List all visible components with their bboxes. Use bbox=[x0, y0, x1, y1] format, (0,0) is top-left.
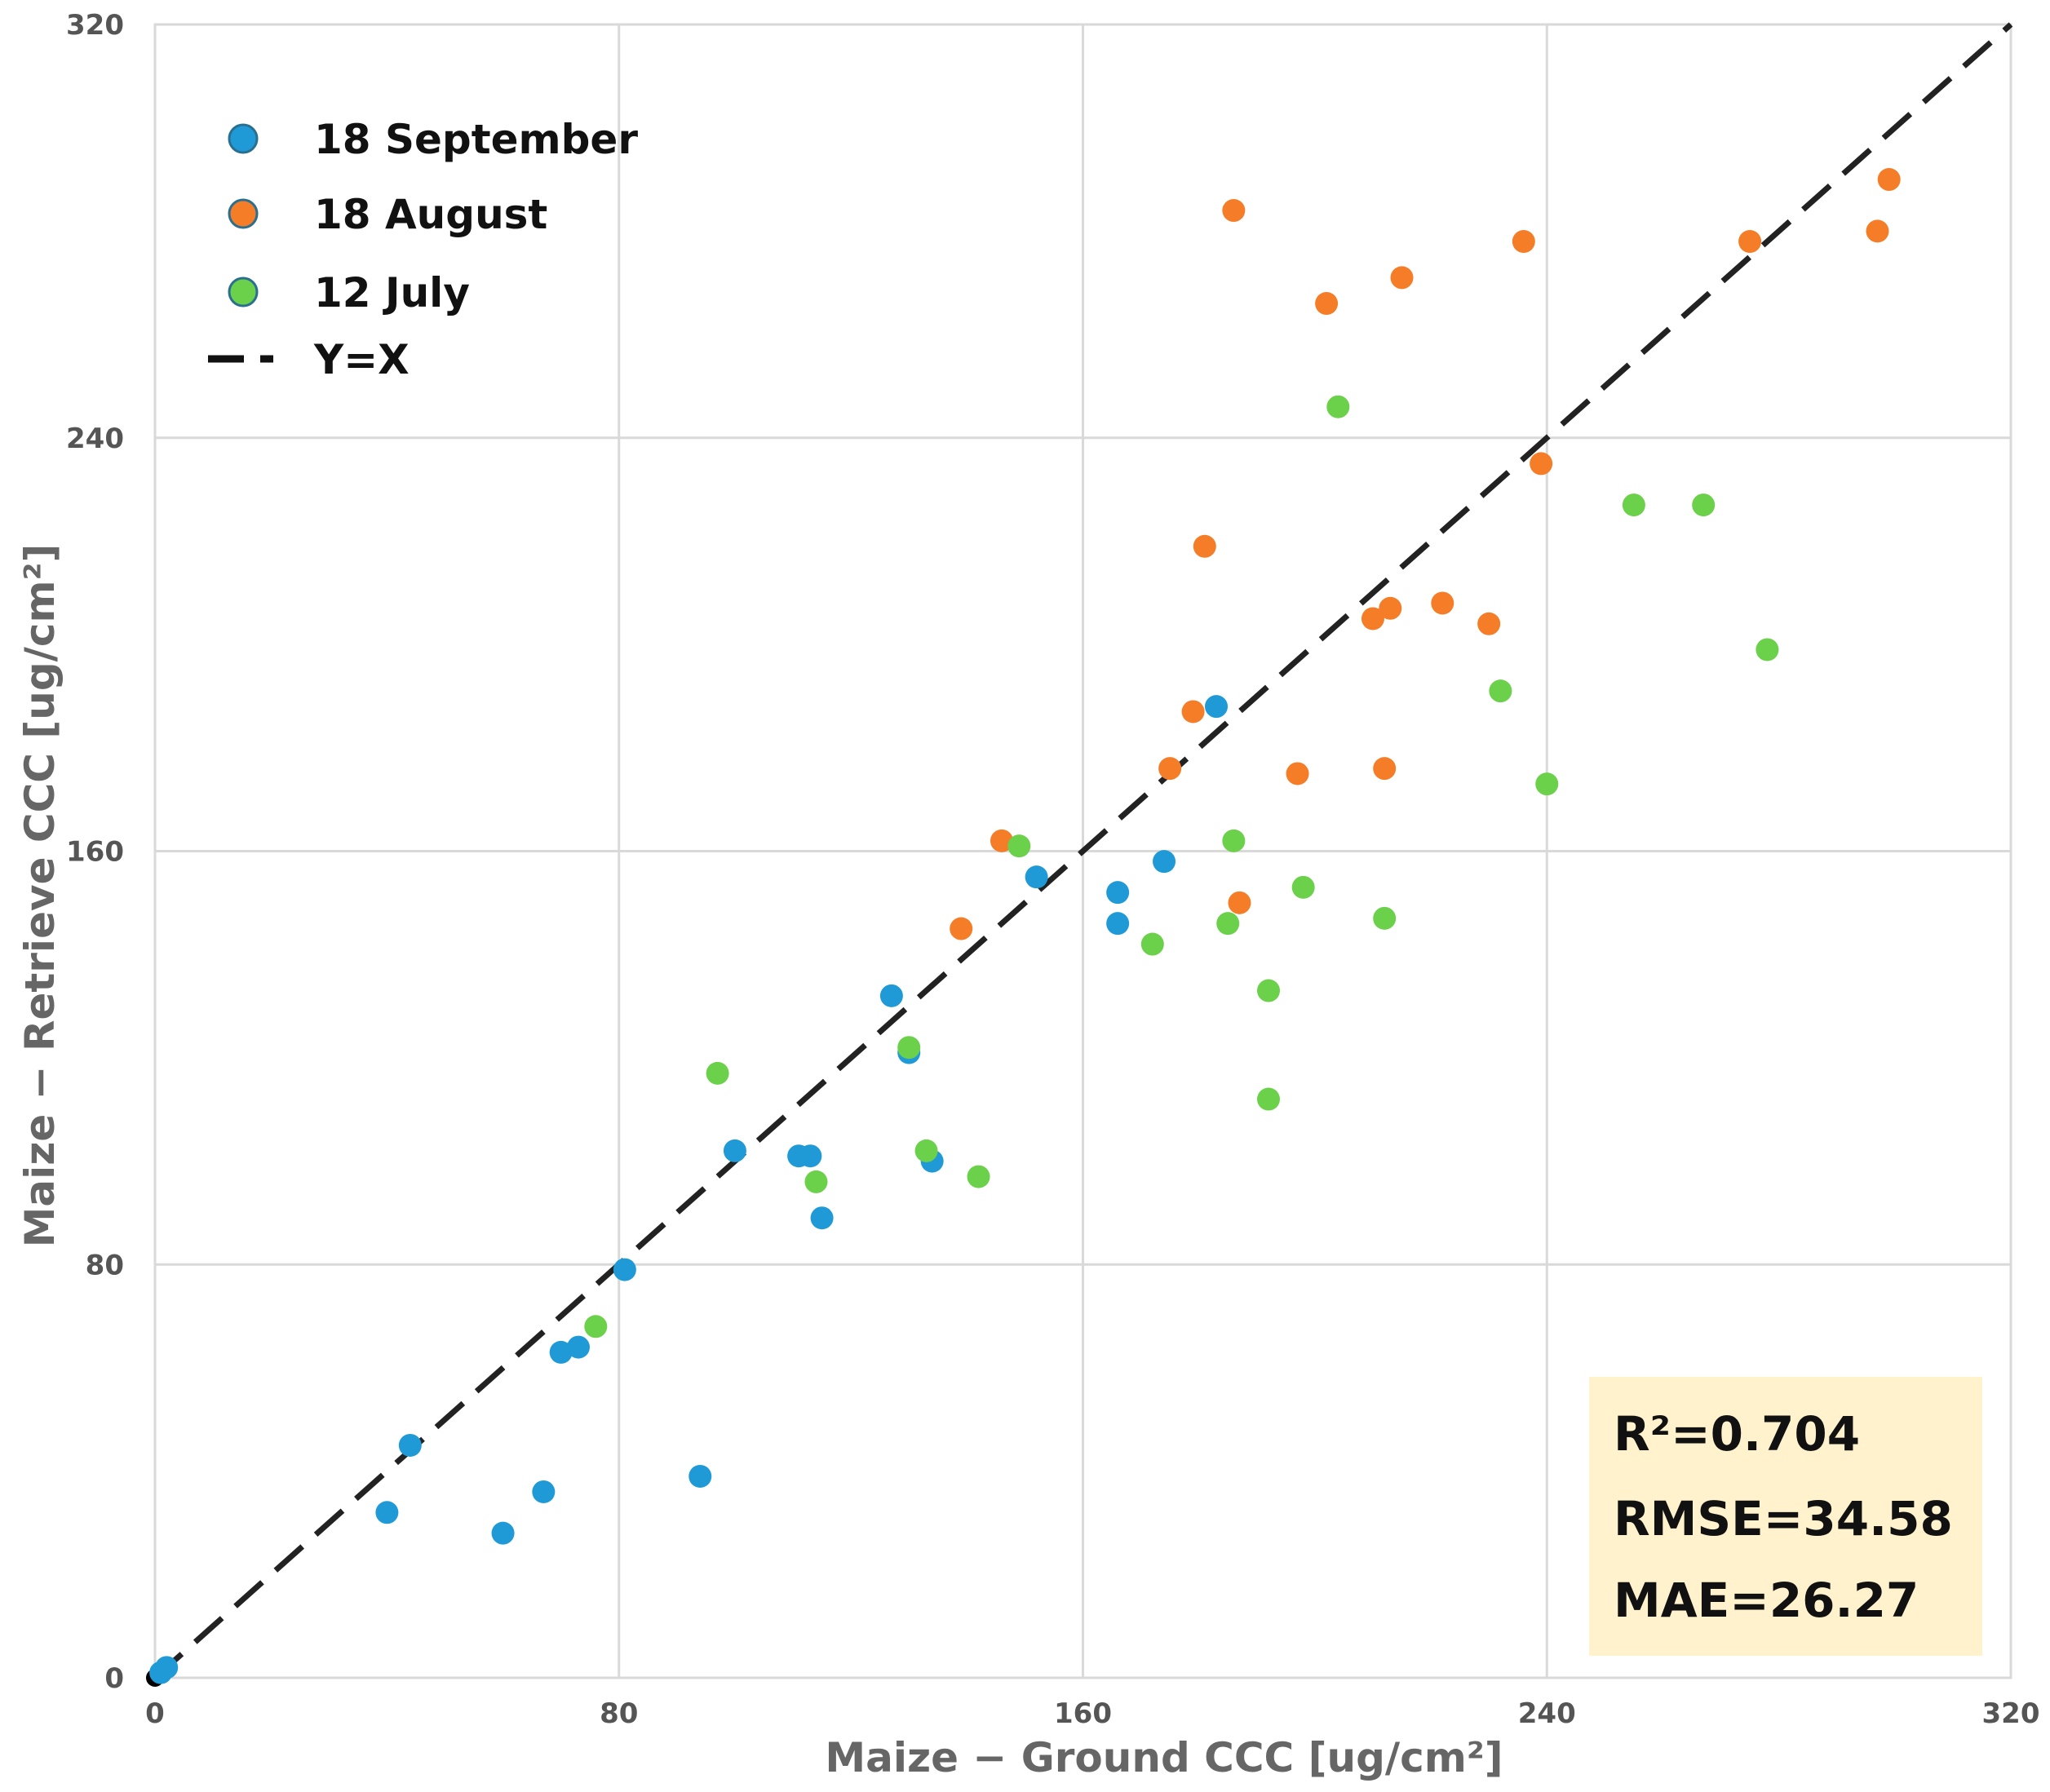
stats-box-background bbox=[1589, 1377, 1982, 1656]
legend: 18 September 18 August 12 July Y=X bbox=[208, 116, 638, 383]
stats-box: R²=0.704 RMSE=34.58 MAE=26.27 bbox=[1589, 1377, 1982, 1656]
point-12-july bbox=[1622, 493, 1645, 517]
x-tick-label: 320 bbox=[1982, 1697, 2040, 1730]
point-18-september bbox=[810, 1206, 834, 1230]
point-18-september bbox=[879, 984, 903, 1007]
x-tick-label: 80 bbox=[600, 1697, 638, 1730]
point-18-august bbox=[1477, 612, 1501, 635]
point-18-august bbox=[1530, 452, 1553, 476]
point-18-september bbox=[1106, 881, 1130, 905]
point-18-september bbox=[1205, 695, 1229, 719]
point-18-august bbox=[1379, 596, 1402, 620]
point-18-september bbox=[1025, 865, 1048, 889]
point-12-july bbox=[1257, 979, 1280, 1002]
legend-label-12-july: 12 July bbox=[314, 269, 470, 316]
legend-marker-18-august bbox=[228, 198, 259, 229]
point-18-september bbox=[549, 1340, 573, 1364]
point-18-august bbox=[1193, 534, 1216, 558]
point-12-july bbox=[897, 1036, 921, 1060]
point-18-august bbox=[1390, 266, 1414, 290]
point-18-september bbox=[613, 1258, 636, 1281]
point-12-july bbox=[804, 1170, 828, 1193]
point-18-august bbox=[950, 917, 973, 940]
point-18-august bbox=[1431, 591, 1454, 615]
point-18-september bbox=[155, 1656, 179, 1679]
stat-mae: MAE=26.27 bbox=[1614, 1573, 1919, 1628]
y-tick-label: 240 bbox=[66, 423, 124, 455]
point-12-july bbox=[1535, 772, 1559, 796]
legend-marker-18-september bbox=[228, 123, 259, 154]
point-18-august bbox=[1315, 292, 1339, 316]
point-18-august bbox=[1512, 230, 1535, 254]
point-12-july bbox=[706, 1061, 729, 1085]
point-18-august bbox=[1286, 762, 1309, 785]
point-18-september bbox=[1106, 912, 1130, 936]
point-18-september bbox=[723, 1139, 746, 1162]
point-12-july bbox=[1216, 912, 1240, 936]
point-18-august bbox=[990, 829, 1013, 852]
legend-label-y-equals-x: Y=X bbox=[313, 336, 410, 383]
point-18-august bbox=[1373, 757, 1397, 781]
point-18-september bbox=[375, 1501, 399, 1524]
point-18-september bbox=[566, 1335, 590, 1359]
legend-marker-12-july bbox=[228, 277, 259, 308]
y-tick-label: 320 bbox=[66, 9, 124, 42]
point-12-july bbox=[1140, 932, 1164, 956]
x-axis-title: Maize − Ground CCC [ug/cm²] bbox=[825, 1734, 1503, 1781]
point-18-september bbox=[532, 1480, 556, 1503]
y-tick-label: 80 bbox=[86, 1249, 124, 1281]
grid-layer bbox=[153, 23, 2012, 1679]
y-tick-label: 0 bbox=[104, 1662, 124, 1695]
point-12-july bbox=[1291, 875, 1315, 899]
point-12-july bbox=[584, 1315, 608, 1338]
point-18-september bbox=[688, 1464, 712, 1488]
point-18-august bbox=[1738, 230, 1762, 254]
point-12-july bbox=[967, 1165, 990, 1188]
point-12-july bbox=[1222, 829, 1246, 852]
point-12-july bbox=[1326, 395, 1350, 418]
point-12-july bbox=[1489, 679, 1512, 703]
point-18-august bbox=[1222, 199, 1246, 223]
point-18-august bbox=[1361, 607, 1384, 631]
point-18-september bbox=[1153, 850, 1176, 874]
point-12-july bbox=[1007, 834, 1031, 858]
x-tick-label: 240 bbox=[1518, 1697, 1576, 1730]
x-tick-label: 160 bbox=[1054, 1697, 1112, 1730]
legend-label-18-august: 18 August bbox=[314, 191, 547, 238]
stat-rmse: RMSE=34.58 bbox=[1614, 1491, 1953, 1546]
point-18-august bbox=[1228, 891, 1251, 914]
point-18-august bbox=[1158, 757, 1182, 781]
point-12-july bbox=[1257, 1087, 1280, 1111]
tick-labels: 0 80 160 240 320 0 80 160 240 320 bbox=[66, 9, 2039, 1730]
reference-line-y-equals-x bbox=[153, 22, 2013, 1680]
point-18-september bbox=[398, 1433, 422, 1457]
point-12-july bbox=[914, 1139, 938, 1162]
point-18-august bbox=[1877, 168, 1901, 192]
point-12-july bbox=[1756, 638, 1779, 661]
x-tick-label: 0 bbox=[145, 1697, 165, 1730]
point-12-july bbox=[1692, 493, 1716, 517]
point-18-august bbox=[1866, 219, 1889, 243]
y-axis-title: Maize − Retrieve CCC [ug/cm²] bbox=[16, 544, 64, 1248]
stat-r2: R²=0.704 bbox=[1614, 1406, 1860, 1462]
point-12-july bbox=[1373, 906, 1397, 930]
point-18-september bbox=[491, 1521, 515, 1545]
data-points bbox=[149, 168, 1901, 1684]
y-tick-label: 160 bbox=[66, 836, 124, 869]
legend-label-18-september: 18 September bbox=[314, 116, 638, 163]
point-18-september bbox=[799, 1144, 822, 1168]
point-18-august bbox=[1181, 700, 1205, 723]
